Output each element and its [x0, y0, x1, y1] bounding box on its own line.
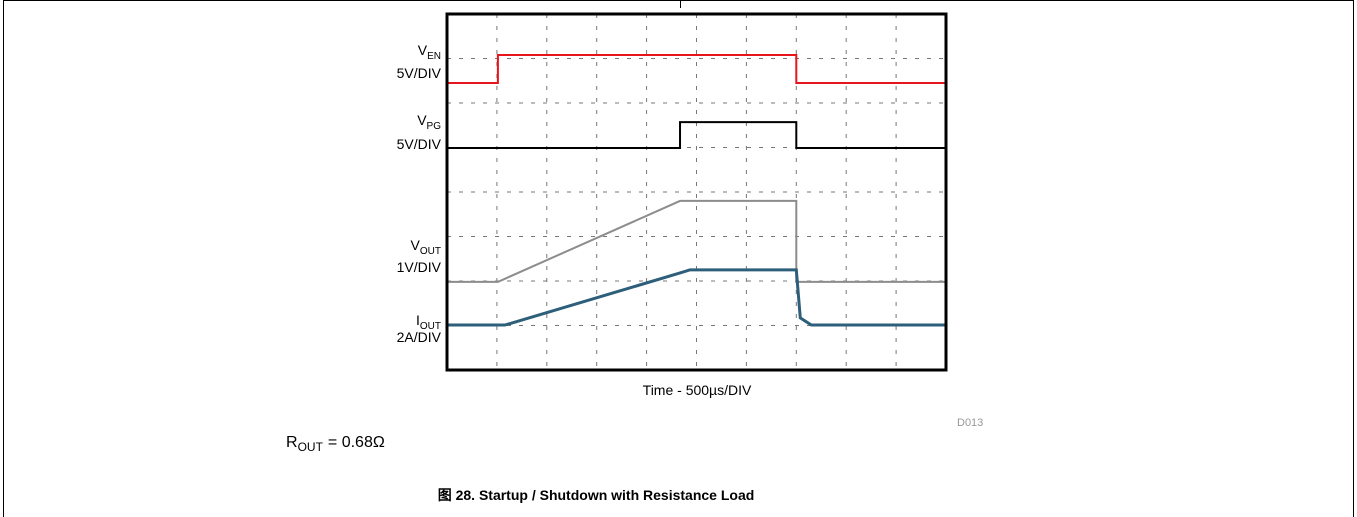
- note: ROUT = 0.68Ω: [286, 434, 385, 454]
- channel-subscript: PG: [427, 121, 442, 132]
- channel-name: I: [416, 312, 420, 328]
- channel-scale: 2A/DIV: [397, 329, 442, 345]
- channel-scale: 5V/DIV: [397, 136, 442, 152]
- channel-subscript: OUT: [420, 246, 441, 257]
- channel-label: VEN: [418, 42, 441, 62]
- trace: [447, 268, 946, 327]
- channel-subscript: EN: [427, 51, 441, 62]
- channel-label: VOUT: [411, 237, 441, 257]
- caption: 图 28. Startup / Shutdown with Resistance…: [438, 487, 755, 503]
- channel-scale: 5V/DIV: [397, 65, 442, 81]
- channel-subscript: OUT: [420, 321, 441, 332]
- trace: [447, 199, 946, 283]
- x-axis-label: Time - 500µs/DIV: [643, 382, 752, 398]
- channel-name: V: [417, 112, 427, 128]
- trace: [447, 121, 946, 149]
- channel-name: V: [411, 237, 421, 253]
- plot-frame: [445, 12, 948, 372]
- trace: [447, 53, 946, 84]
- note-rest: = 0.68Ω: [328, 434, 385, 451]
- channel-name: V: [418, 42, 428, 58]
- note-sub: OUT: [298, 440, 324, 454]
- channel-label: IOUT: [416, 312, 441, 332]
- channel-scale: 1V/DIV: [397, 259, 442, 275]
- note-main: R: [286, 434, 298, 451]
- channel-label: VPG: [417, 112, 441, 132]
- figure-id: D013: [957, 417, 983, 429]
